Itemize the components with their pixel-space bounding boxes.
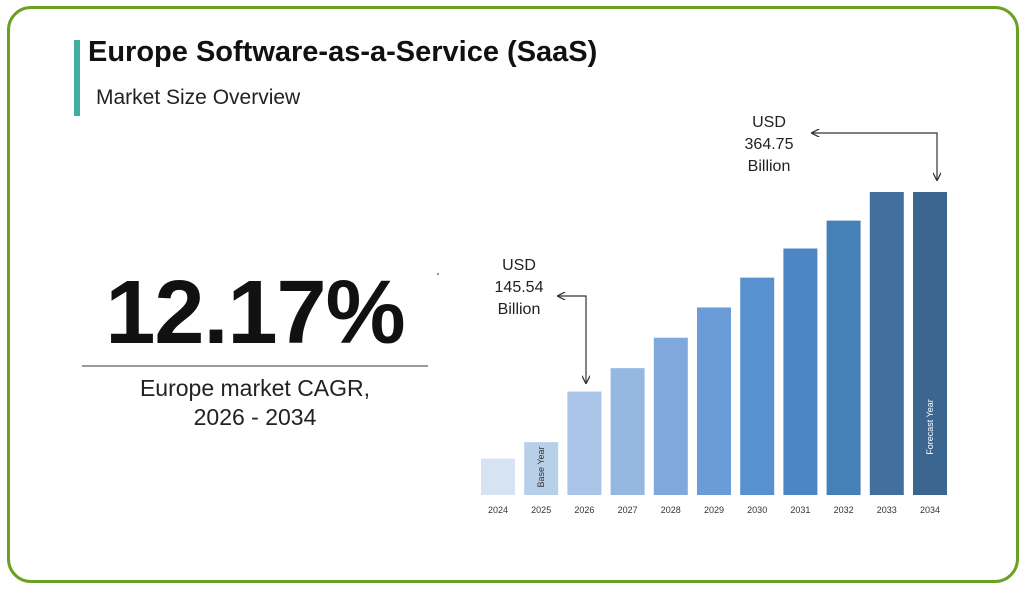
cagr-label: Europe market CAGR, 2026 - 2034 — [82, 374, 428, 432]
bar-label-forecast-year: Forecast Year — [925, 399, 935, 455]
callout-text-2026: Billion — [498, 301, 541, 318]
x-tick-label: 2029 — [704, 505, 724, 515]
bar-2032 — [826, 220, 861, 495]
x-tick-label: 2024 — [488, 505, 508, 515]
callout-arrow-2034 — [812, 133, 937, 180]
callout-text-2034: Billion — [748, 158, 791, 175]
x-tick-label: 2034 — [920, 505, 940, 515]
x-tick-label: 2028 — [661, 505, 681, 515]
bar-2029 — [697, 307, 731, 495]
cagr-value: 12.17% — [105, 263, 405, 363]
x-tick-label: 2030 — [747, 505, 767, 515]
page-title: Europe Software-as-a-Service (SaaS) — [88, 36, 598, 68]
x-tick-label: 2031 — [790, 505, 810, 515]
bar-2031 — [783, 248, 818, 495]
bar-2028 — [653, 337, 688, 495]
x-tick-label: 2025 — [531, 505, 551, 515]
x-tick-label: 2032 — [834, 505, 854, 515]
page-subtitle: Market Size Overview — [96, 86, 301, 109]
title-accent-bar — [74, 40, 80, 116]
bar-2026 — [567, 391, 602, 495]
bar-2024 — [481, 458, 515, 495]
bar-2027 — [610, 368, 645, 495]
bar-2033 — [869, 192, 904, 495]
callout-text-2034: 364.75 — [745, 136, 794, 153]
cagr-label-line1: Europe market CAGR, — [139, 375, 371, 401]
callout-arrow-2026 — [558, 296, 586, 383]
callout-text-2026: 145.54 — [495, 279, 544, 296]
bar-2030 — [740, 277, 775, 495]
stray-dot — [437, 273, 439, 275]
callout-text-2026: USD — [502, 257, 536, 274]
x-tick-label: 2027 — [618, 505, 638, 515]
bar-2025 — [524, 442, 559, 495]
cagr-label-line2: 2026 - 2034 — [193, 404, 317, 430]
callout-text-2034: USD — [752, 114, 786, 131]
x-tick-label: 2026 — [574, 505, 594, 515]
bar-2034 — [913, 192, 947, 495]
bar-label-base-year: Base Year — [536, 446, 546, 487]
x-tick-label: 2033 — [877, 505, 897, 515]
cagr-divider — [82, 365, 428, 367]
